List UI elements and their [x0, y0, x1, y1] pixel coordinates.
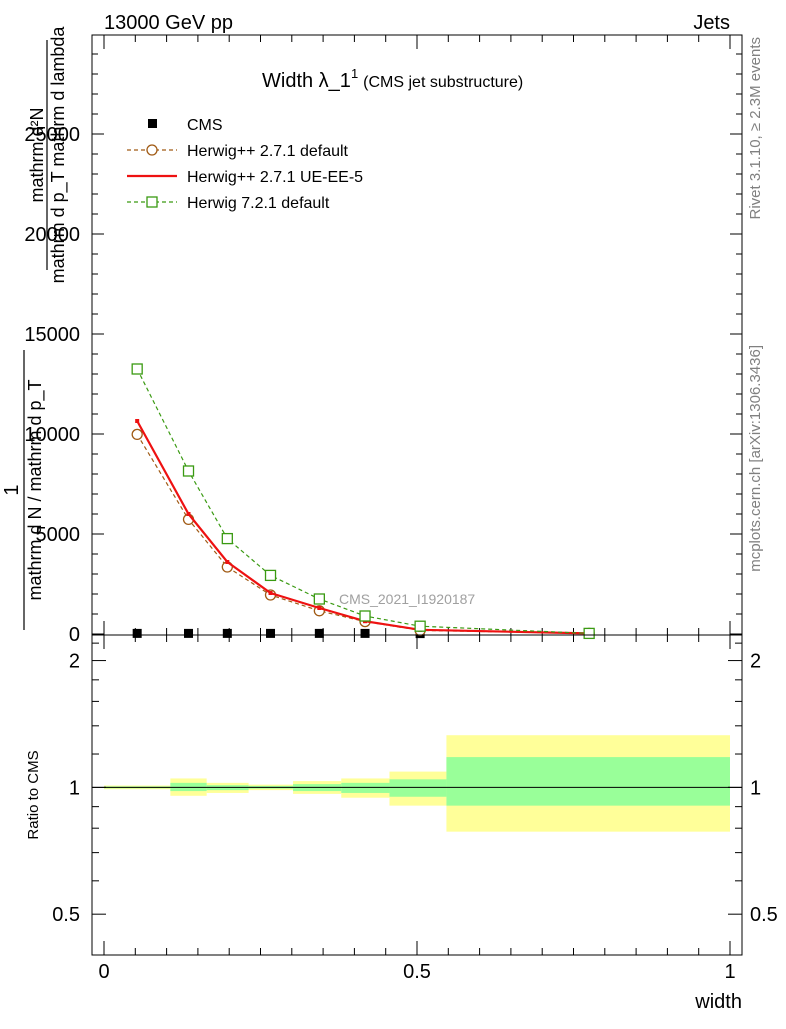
series-1 — [131, 428, 595, 640]
data-point — [359, 610, 371, 622]
main-y-tick-labels: 0 5000 10000 15000 20000 25000 — [24, 124, 80, 646]
ratio-x-tick-label: 0.5 — [403, 961, 431, 983]
data-point — [225, 560, 230, 564]
legend-cms-label: CMS — [187, 117, 223, 134]
data-point — [313, 593, 325, 605]
ratio-x-tick-labels: 0 0.5 1 — [98, 961, 735, 983]
legend-entry-herwig-ueee5: Herwig++ 2.7.1 UE-EE-5 — [127, 169, 363, 186]
main-y-tick-label: 0 — [69, 624, 80, 646]
legend-cms-marker — [148, 119, 157, 128]
rivet-label: Rivet 3.1.10, ≥ 2.3M events — [747, 37, 764, 220]
legend-entry-herwig-default: Herwig++ 2.7.1 default — [127, 143, 349, 160]
ratio-plot-frame — [91, 634, 743, 956]
ratio-band-green — [341, 782, 390, 793]
main-y-axis-label: mathrm d²N mathrm d p_T mathrm d lambda … — [1, 26, 69, 630]
legend-herwig7-label: Herwig 7.2.1 default — [187, 195, 330, 212]
main-y-tick-label: 15000 — [24, 324, 80, 346]
ratio-y-tick-label: 2 — [69, 651, 80, 673]
data-point — [268, 591, 273, 595]
ratio-x-tick-label: 0 — [98, 961, 109, 983]
plot-title: Width λ_11 (CMS jet substructure) — [262, 66, 523, 92]
data-point — [131, 428, 143, 441]
analysis-watermark: CMS_2021_I1920187 — [339, 591, 475, 607]
data-point — [221, 532, 233, 545]
legend-herwig-default-label: Herwig++ 2.7.1 default — [187, 143, 349, 160]
data-point — [264, 569, 277, 582]
data-point — [414, 620, 426, 632]
legend: CMS Herwig++ 2.7.1 default Herwig++ 2.7.… — [127, 117, 363, 212]
ratio-y-tick-label: 1 — [69, 777, 80, 799]
legend-entry-cms: CMS — [148, 117, 223, 134]
ratio-panel: 0.5 0.51 12 2 0 0.5 1 Ratio to CMS width — [25, 634, 778, 1013]
data-point — [266, 628, 276, 638]
data-point — [583, 627, 595, 640]
ratio-y-tick-label: 0.5 — [52, 904, 80, 926]
header-right: Jets — [693, 12, 730, 34]
legend-herwig-ueee5-label: Herwig++ 2.7.1 UE-EE-5 — [187, 169, 363, 186]
series-layer — [131, 363, 595, 640]
data-point — [184, 628, 194, 638]
ratio-bands — [104, 735, 730, 832]
y-label-den: mathrm d p_T mathrm d lambda — [48, 26, 69, 284]
ratio-y-tick-label-right: 2 — [750, 651, 761, 673]
plot-title-sup: 1 — [351, 66, 358, 81]
mcplots-label: mcplots.cern.ch [arXiv:1306.3436] — [747, 345, 764, 572]
ratio-x-tick-label: 1 — [724, 961, 735, 983]
ratio-y-tick-label-right: 1 — [750, 777, 761, 799]
ratio-axis-ticks — [92, 635, 742, 955]
x-axis-label: width — [694, 991, 742, 1013]
data-point — [222, 628, 232, 638]
data-point — [360, 628, 370, 638]
y-label-den2: mathrm d N / mathrm d p_T — [25, 379, 46, 600]
series-3 — [131, 363, 595, 640]
legend-herwig-default-marker — [146, 144, 158, 156]
plot-title-sub: (CMS jet substructure) — [363, 74, 523, 91]
ratio-y-tick-labels: 0.5 0.5 1 1 2 2 — [52, 651, 778, 927]
legend-entry-herwig7: Herwig 7.2.1 default — [127, 195, 330, 212]
legend-herwig7-marker — [146, 196, 158, 208]
ratio-y-label: Ratio to CMS — [25, 750, 42, 839]
series-line-2 — [136, 420, 590, 635]
y-label-num: mathrm d²N — [27, 107, 47, 202]
main-y-tick-label: 25000 — [24, 124, 80, 146]
main-y-tick-label: 20000 — [24, 224, 80, 246]
main-y-tick-label: 5000 — [36, 524, 81, 546]
data-point — [317, 606, 322, 610]
header-left: 13000 GeV pp — [104, 12, 233, 34]
ratio-band-green — [389, 779, 447, 797]
data-point — [186, 512, 191, 516]
data-point — [132, 628, 142, 638]
ratio-band-green — [446, 757, 730, 806]
main-y-tick-label: 10000 — [24, 424, 80, 446]
data-point — [131, 363, 143, 375]
y-label-num2: 1 — [1, 484, 23, 495]
data-point — [135, 419, 140, 423]
series-line-3 — [136, 368, 590, 634]
plot-title-main: Width λ_1 — [262, 70, 351, 92]
ratio-y-tick-label-right: 0.5 — [750, 904, 778, 926]
data-point — [314, 628, 324, 638]
data-point — [182, 465, 195, 477]
